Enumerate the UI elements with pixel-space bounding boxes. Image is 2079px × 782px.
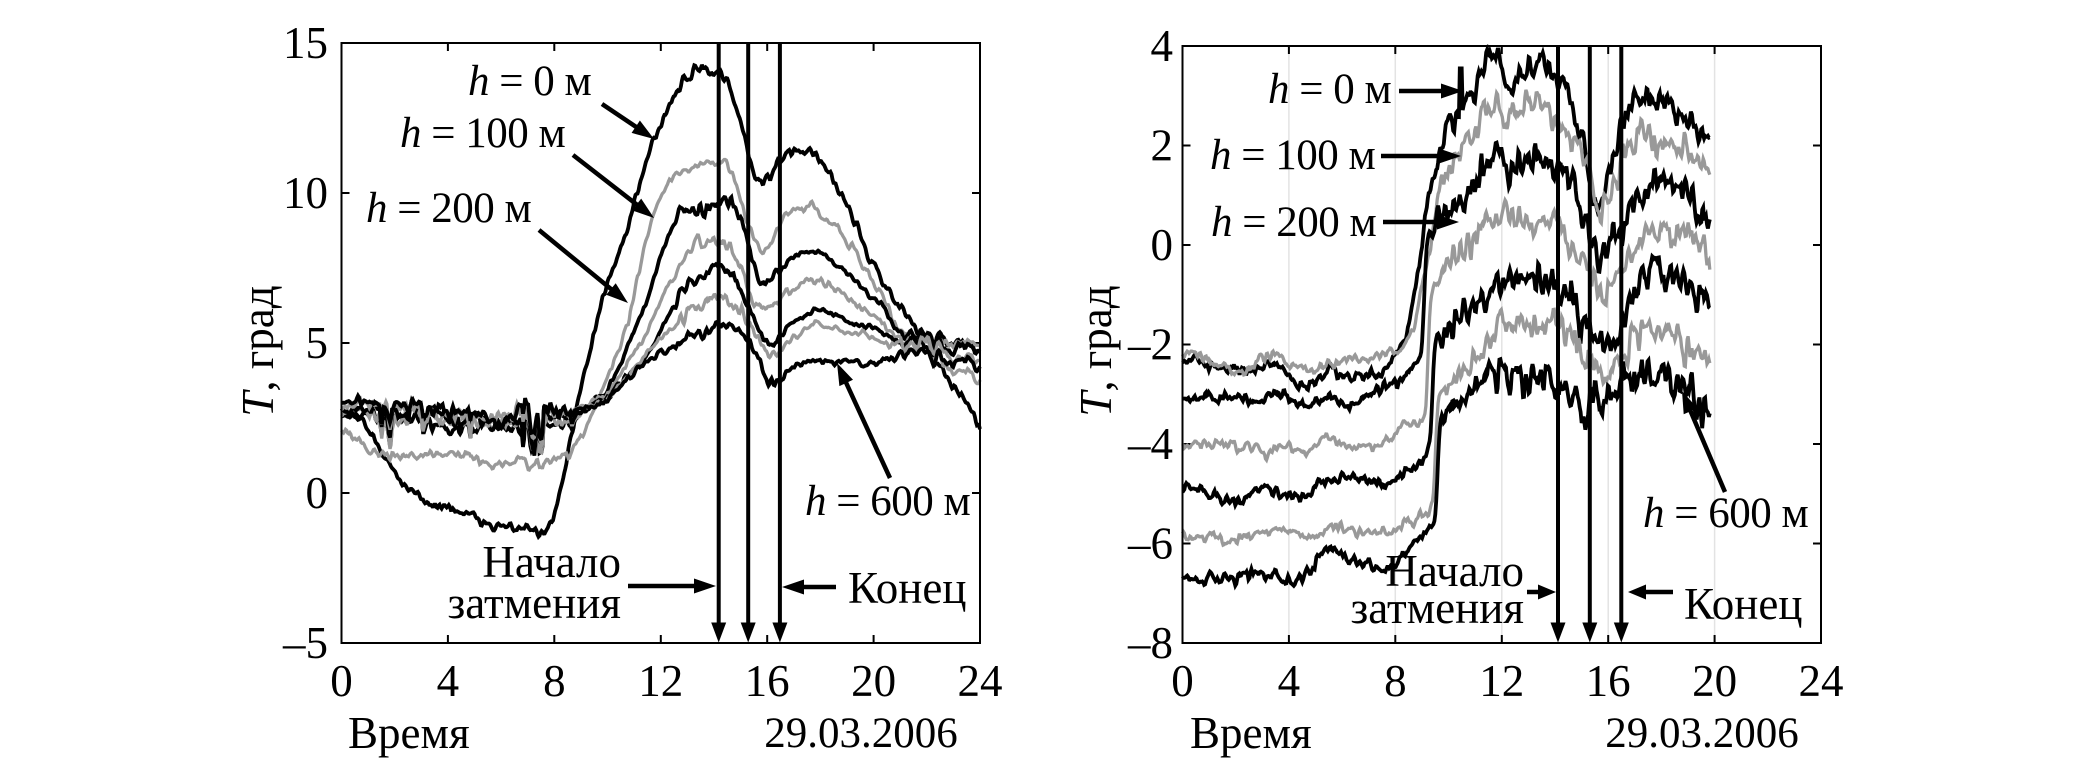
svg-text:15: 15: [283, 18, 328, 68]
svg-text:8: 8: [543, 656, 566, 706]
svg-text:затмения: затмения: [1350, 583, 1524, 633]
svg-text:29.03.2006: 29.03.2006: [764, 710, 958, 757]
svg-text:8: 8: [1384, 656, 1407, 706]
svg-text:0: 0: [330, 656, 353, 706]
svg-text:24: 24: [1799, 656, 1844, 706]
svg-text:0: 0: [306, 468, 329, 518]
svg-text:h = 100 м: h = 100 м: [400, 110, 566, 157]
svg-text:–6: –6: [1127, 519, 1173, 569]
svg-text:20: 20: [1692, 656, 1737, 706]
svg-text:24: 24: [958, 656, 1003, 706]
svg-text:h = 200 м: h = 200 м: [366, 185, 532, 232]
svg-text:Начало: Начало: [482, 537, 621, 587]
svg-text:–4: –4: [1127, 419, 1173, 469]
svg-text:12: 12: [638, 656, 683, 706]
svg-text:T, град: T, град: [1071, 285, 1121, 416]
svg-text:2: 2: [1151, 121, 1174, 171]
svg-text:29.03.2006: 29.03.2006: [1605, 710, 1799, 757]
svg-text:h = 0 м: h = 0 м: [468, 58, 592, 105]
svg-text:4: 4: [437, 656, 460, 706]
svg-text:h = 600 м: h = 600 м: [1643, 490, 1809, 537]
svg-text:10: 10: [283, 168, 328, 218]
svg-text:16: 16: [745, 656, 790, 706]
svg-text:h = 600 м: h = 600 м: [805, 478, 971, 525]
svg-text:затмения: затмения: [447, 578, 621, 628]
svg-text:4: 4: [1151, 21, 1174, 71]
svg-text:Время: Время: [348, 708, 470, 758]
svg-text:h = 200 м: h = 200 м: [1211, 199, 1377, 246]
svg-text:20: 20: [851, 656, 896, 706]
svg-text:4: 4: [1278, 656, 1301, 706]
svg-text:h = 0 м: h = 0 м: [1268, 66, 1392, 113]
svg-text:0: 0: [1151, 220, 1174, 270]
svg-text:h = 100 м: h = 100 м: [1210, 132, 1376, 179]
svg-text:5: 5: [306, 318, 329, 368]
svg-text:Конец: Конец: [1684, 579, 1802, 629]
svg-text:16: 16: [1586, 656, 1631, 706]
svg-text:Начало: Начало: [1385, 546, 1524, 596]
svg-text:–8: –8: [1127, 618, 1173, 668]
svg-text:–2: –2: [1127, 320, 1173, 370]
svg-text:0: 0: [1171, 656, 1194, 706]
svg-text:Конец: Конец: [848, 563, 966, 613]
svg-text:Время: Время: [1190, 708, 1312, 758]
svg-text:T, град: T, град: [233, 285, 283, 416]
svg-text:12: 12: [1479, 656, 1524, 706]
svg-text:–5: –5: [282, 618, 328, 668]
